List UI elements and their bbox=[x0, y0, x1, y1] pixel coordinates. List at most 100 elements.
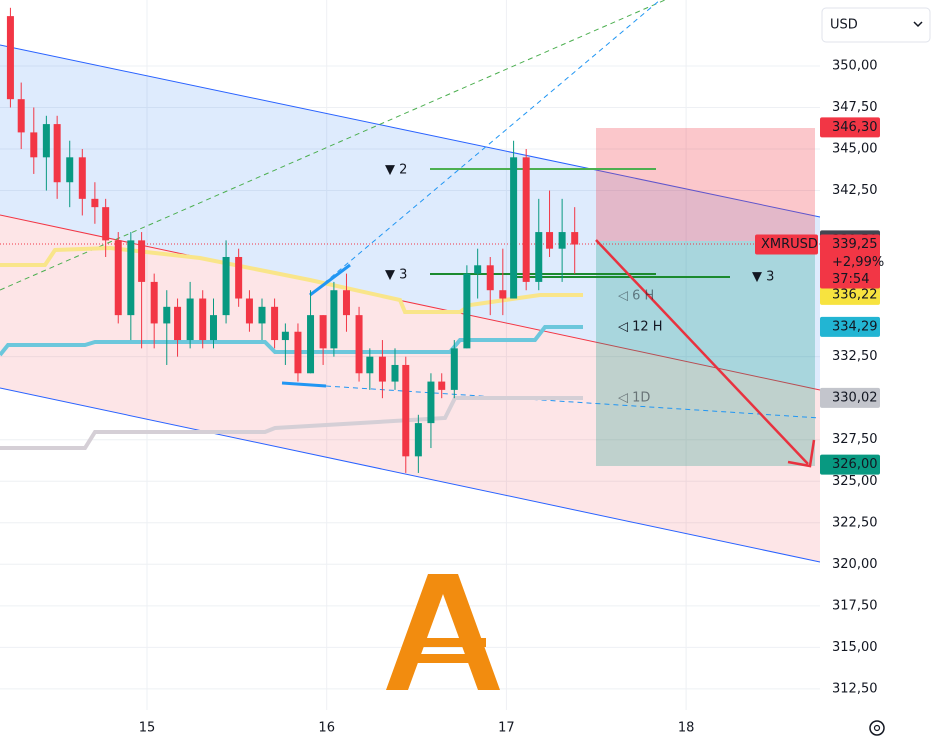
candle-body bbox=[391, 364, 399, 382]
x-tick-label: 18 bbox=[678, 721, 695, 736]
price-tag bbox=[820, 117, 880, 138]
price-tag-label: 334,29 bbox=[832, 319, 878, 334]
candles bbox=[6, 7, 579, 473]
candle-body bbox=[235, 256, 243, 299]
ma-12h bbox=[0, 325, 583, 357]
candle-body bbox=[427, 381, 435, 424]
candle-body bbox=[319, 315, 327, 349]
stop-zone bbox=[596, 128, 815, 241]
price-tag-label: 330,02 bbox=[832, 390, 878, 405]
last-price-tag bbox=[820, 234, 880, 289]
currency-label[interactable]: USD bbox=[830, 18, 858, 33]
ma-6h bbox=[0, 245, 583, 314]
candle-body bbox=[486, 265, 494, 291]
annotation: ◁ 6 H bbox=[618, 289, 654, 304]
candle-body bbox=[199, 298, 207, 341]
currency-box[interactable] bbox=[821, 7, 931, 43]
y-tick-label: 347,50 bbox=[832, 100, 878, 115]
candle-body bbox=[522, 157, 530, 282]
candle-body bbox=[186, 298, 194, 341]
candle-body bbox=[510, 157, 518, 299]
swing-line bbox=[309, 263, 351, 297]
candle-body bbox=[450, 348, 458, 390]
fan-line bbox=[0, 0, 666, 291]
channel-upper-fill bbox=[0, 45, 820, 390]
x-tick-label: 17 bbox=[498, 721, 515, 736]
candle-body bbox=[53, 124, 61, 183]
candle-body bbox=[150, 281, 158, 324]
candle-body bbox=[378, 356, 386, 382]
candle-body bbox=[271, 306, 279, 341]
price-tag bbox=[820, 284, 880, 305]
candle-body bbox=[174, 306, 182, 341]
price-tag bbox=[820, 454, 880, 475]
annotation: ◁ 12 H bbox=[618, 320, 663, 335]
forecast-arrowhead bbox=[787, 439, 816, 468]
candle-body bbox=[307, 315, 315, 374]
symbol-tag bbox=[755, 234, 818, 255]
price-tag-label: 346,30 bbox=[832, 120, 878, 135]
candle-body bbox=[571, 232, 579, 245]
ma-1d bbox=[0, 396, 583, 450]
x-tick-label: 16 bbox=[318, 721, 335, 736]
y-tick-label: 322,50 bbox=[832, 515, 878, 530]
candle-body bbox=[6, 16, 14, 100]
countdown-label: 37:54 bbox=[832, 272, 869, 287]
y-tick-label: 320,00 bbox=[832, 557, 878, 572]
y-tick-label: 342,50 bbox=[832, 183, 878, 198]
x-tick-label: 15 bbox=[139, 721, 156, 736]
y-tick-label: 332,50 bbox=[832, 349, 878, 364]
candle-body bbox=[66, 157, 74, 183]
annotation: ▼ 3 bbox=[385, 268, 407, 283]
price-tag bbox=[820, 387, 880, 408]
axis-labels: 350,00 347,50 345,00 342,50 332,50 327,50 325,… bbox=[139, 58, 884, 735]
y-tick-label: 327,50 bbox=[832, 432, 878, 447]
currency-selector[interactable]: USD bbox=[821, 7, 931, 43]
dropdown-arrow bbox=[913, 21, 923, 28]
candle-body bbox=[499, 290, 507, 299]
candle-body bbox=[474, 265, 482, 274]
annotation: ◁ 1D bbox=[618, 391, 650, 406]
channel-middle bbox=[0, 214, 821, 391]
candle-body bbox=[414, 423, 422, 457]
candle-body bbox=[558, 232, 566, 249]
gear[interactable] bbox=[869, 720, 885, 736]
candle-body bbox=[138, 240, 146, 282]
annotations: ▼ 2 ▼ 3 ▼ 3 ◁ 12 H ◁ 6 H ◁ 1D bbox=[385, 163, 774, 406]
fan-line bbox=[309, 0, 661, 296]
y-tick-label: 350,00 bbox=[832, 58, 878, 73]
candle-body bbox=[30, 132, 38, 158]
candle-body bbox=[294, 331, 302, 374]
candle-body bbox=[535, 232, 543, 282]
candle-body bbox=[114, 240, 122, 316]
annotation: ▼ 2 bbox=[385, 163, 407, 178]
change-label: +2,99% bbox=[832, 255, 884, 270]
candle-body bbox=[209, 315, 217, 341]
candle-body bbox=[42, 124, 50, 158]
logo-bar bbox=[414, 638, 486, 647]
y-tick-label: 345,00 bbox=[832, 142, 878, 157]
candle-body bbox=[366, 356, 374, 374]
candle-body bbox=[355, 315, 363, 374]
price-tag-label: 326,00 bbox=[832, 457, 878, 472]
gear-center bbox=[873, 724, 881, 732]
price-tag-label: 336,22 bbox=[832, 287, 878, 302]
channel-bottom bbox=[0, 387, 821, 563]
candle-body bbox=[281, 331, 289, 341]
candle-body bbox=[102, 207, 110, 241]
candle-body bbox=[342, 290, 350, 316]
candle-body bbox=[258, 306, 266, 324]
candle-body bbox=[163, 306, 171, 324]
candle-body bbox=[463, 273, 471, 349]
y-tick-label: 325,00 bbox=[832, 474, 878, 489]
logo bbox=[386, 574, 500, 690]
candle-body bbox=[17, 99, 25, 133]
last-price-label: 339,25 bbox=[832, 237, 878, 252]
annotation: ▼ 3 bbox=[752, 270, 774, 285]
settings-button[interactable] bbox=[869, 720, 885, 736]
channel-top bbox=[0, 44, 821, 218]
candle-body bbox=[127, 240, 135, 316]
y-tick-label: 312,50 bbox=[832, 681, 878, 696]
candle-body bbox=[222, 256, 230, 316]
